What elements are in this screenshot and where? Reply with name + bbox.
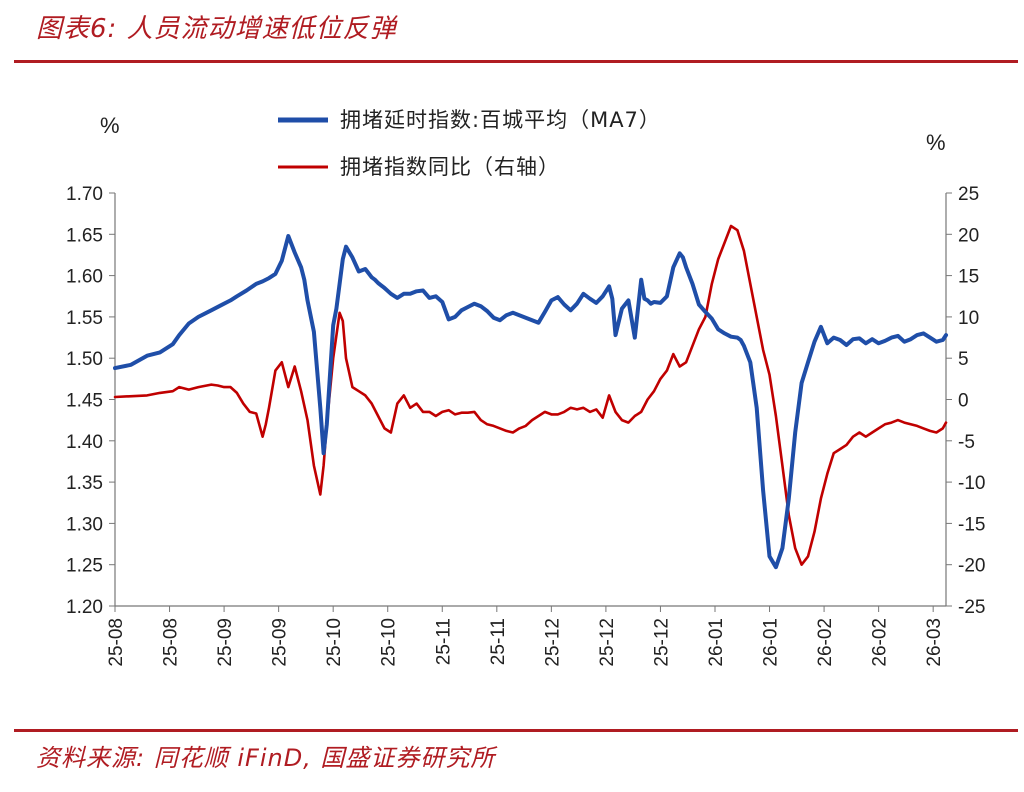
right-tick-label: 0 bbox=[958, 391, 969, 412]
left-tick-label: 1.55 bbox=[66, 308, 103, 329]
series-group bbox=[113, 224, 948, 570]
series-line-congestion-yoy bbox=[113, 224, 948, 567]
x-tick-label: 25-09 bbox=[215, 618, 236, 667]
right-tick-label: 25 bbox=[958, 184, 979, 205]
right-tick-label: 15 bbox=[958, 267, 979, 288]
x-tick-label: 25-12 bbox=[542, 618, 563, 667]
right-tick-label: 10 bbox=[958, 308, 979, 329]
left-tick-label: 1.45 bbox=[66, 391, 103, 412]
left-tick-label: 1.35 bbox=[66, 473, 103, 494]
x-tick-label: 25-11 bbox=[488, 618, 509, 665]
left-tick-label: 1.60 bbox=[66, 267, 103, 288]
x-tick-label: 25-08 bbox=[106, 618, 127, 667]
x-tick-label: 25-10 bbox=[324, 618, 345, 667]
x-tick-label: 25-12 bbox=[597, 618, 618, 667]
right-tick-label: -10 bbox=[958, 473, 985, 494]
x-tick-label: 26-03 bbox=[924, 618, 945, 667]
series-line-congestion-delay bbox=[113, 234, 948, 570]
left-tick-label: 1.25 bbox=[66, 556, 103, 577]
x-tick-label: 25-08 bbox=[161, 618, 182, 667]
right-tick-label: -20 bbox=[958, 556, 985, 577]
x-tick-label: 25-12 bbox=[651, 618, 672, 667]
right-tick-label: 5 bbox=[958, 349, 969, 370]
left-tick-label: 1.70 bbox=[66, 184, 103, 205]
footer-rule bbox=[14, 729, 1018, 732]
x-tick-label: 25-11 bbox=[433, 618, 454, 665]
source-note: 资料来源: 同花顺 iFinD, 国盛证券研究所 bbox=[36, 744, 496, 772]
left-tick-label: 1.30 bbox=[66, 514, 103, 535]
right-tick-label: -5 bbox=[958, 432, 975, 453]
left-tick-label: 1.50 bbox=[66, 349, 103, 370]
left-tick-label: 1.20 bbox=[66, 597, 103, 618]
x-tick-label: 26-02 bbox=[870, 618, 891, 667]
x-tick-label: 25-10 bbox=[379, 618, 400, 667]
right-tick-label: -25 bbox=[958, 597, 985, 618]
title-rule bbox=[14, 60, 1018, 63]
right-tick-label: 20 bbox=[958, 225, 979, 246]
x-tick-label: 25-09 bbox=[270, 618, 291, 667]
left-axis-unit: % bbox=[100, 113, 120, 138]
figure-title: 图表6: 人员流动增速低位反弹 bbox=[36, 14, 397, 44]
left-tick-label: 1.40 bbox=[66, 432, 103, 453]
x-tick-label: 26-02 bbox=[815, 618, 836, 667]
axes-group: 1.70 1.65 1.60 1.55 1.50 1.45 1.40 1.35 1.30 1.25… bbox=[66, 184, 985, 667]
x-tick-label: 26-01 bbox=[706, 618, 727, 667]
legend-label-blue: 拥堵延时指数:百城平均（MA7） bbox=[340, 108, 661, 132]
x-tick-label: 26-01 bbox=[761, 618, 782, 667]
right-axis-unit: % bbox=[926, 130, 946, 155]
right-tick-label: -15 bbox=[958, 514, 985, 535]
legend-label-red: 拥堵指数同比（右轴） bbox=[340, 155, 560, 179]
left-tick-label: 1.65 bbox=[66, 225, 103, 246]
